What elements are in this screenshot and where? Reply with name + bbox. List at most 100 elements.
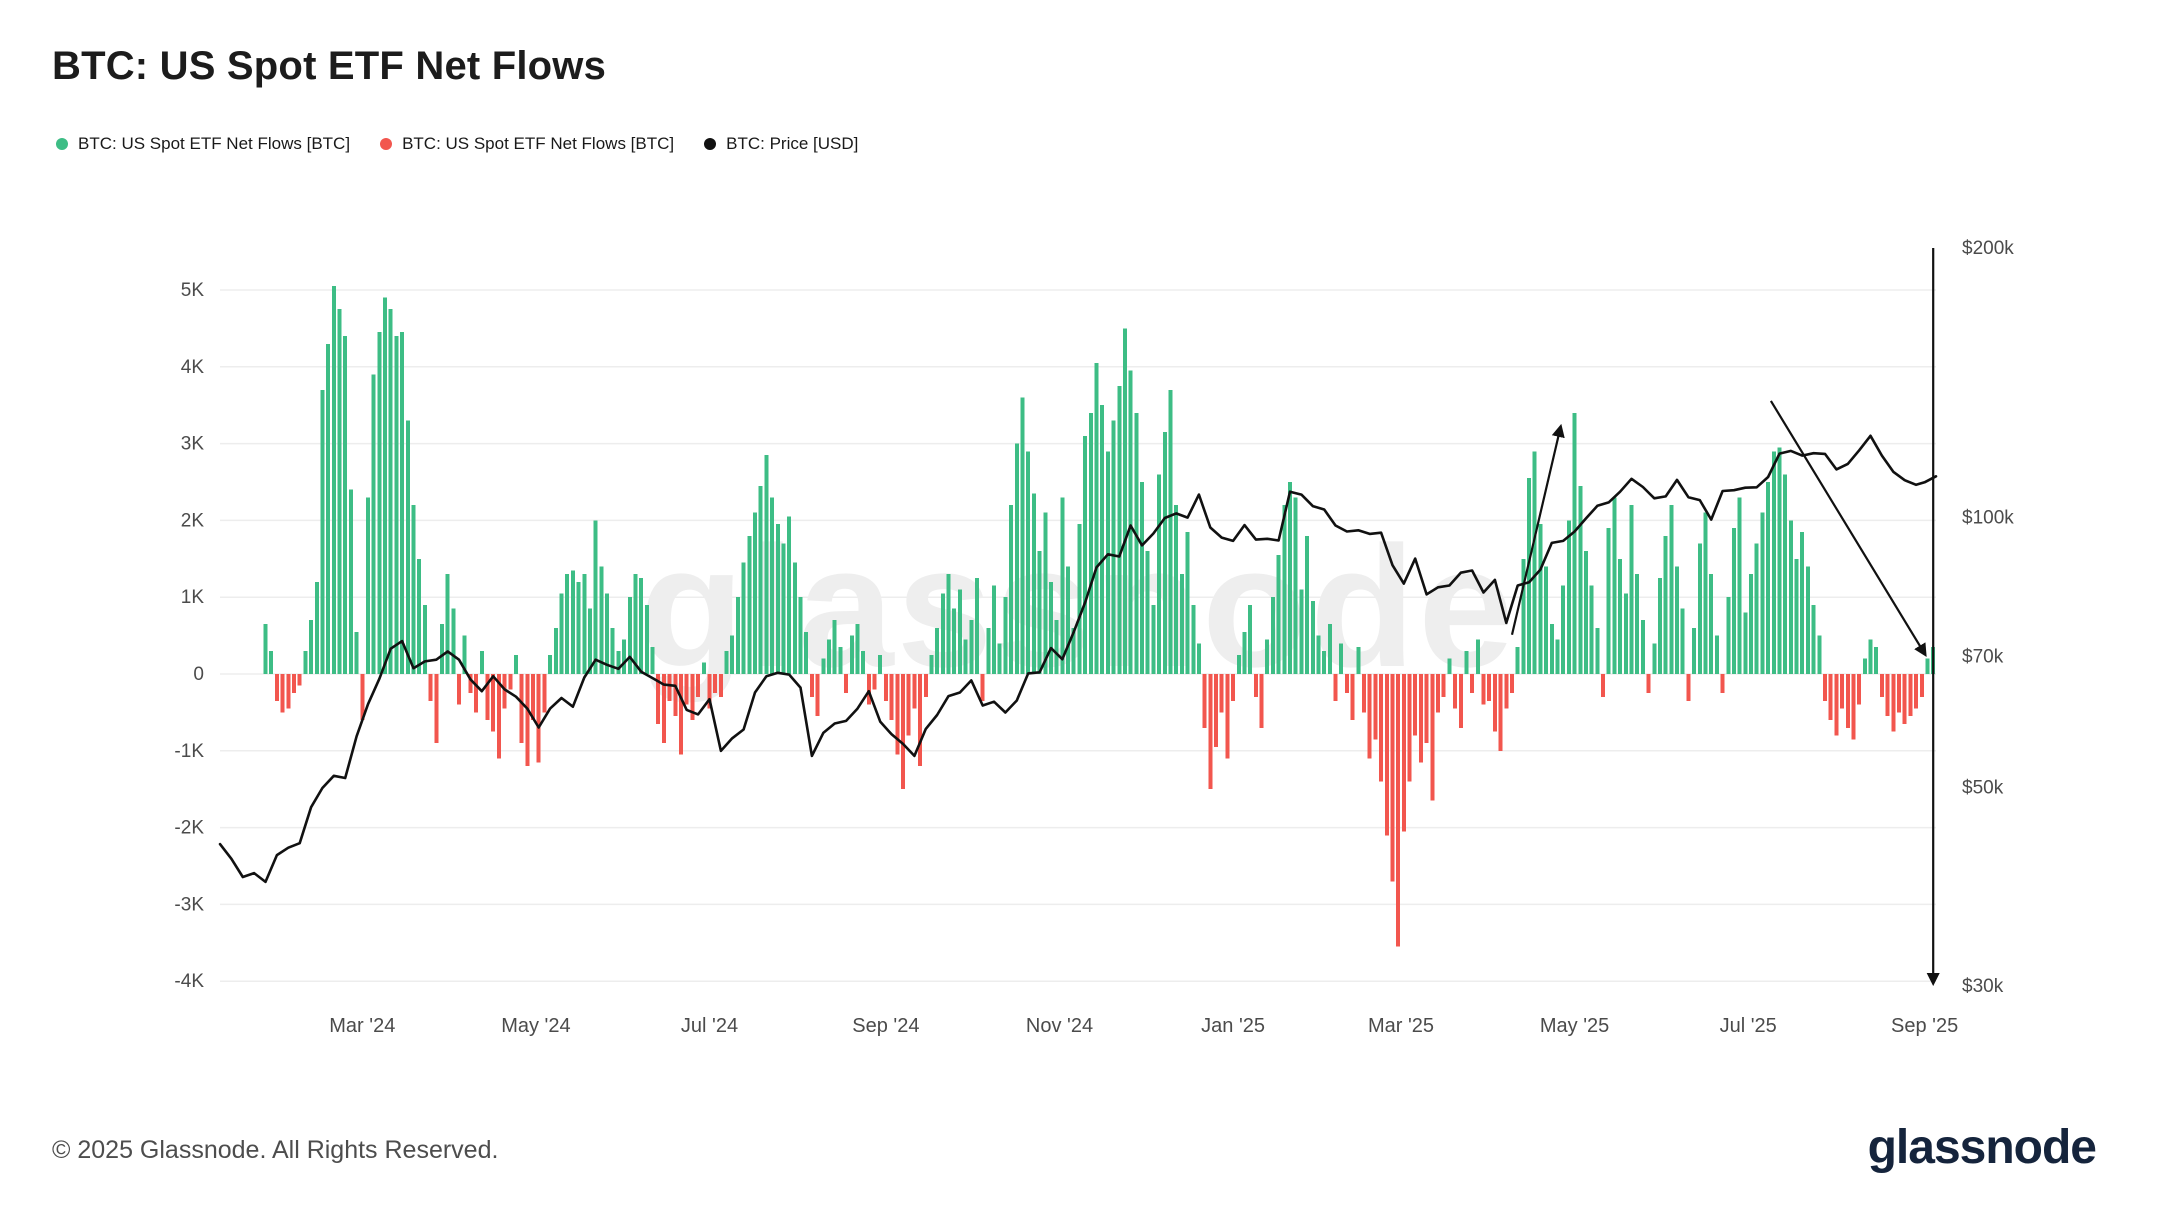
- flow-bar: [1305, 535, 1310, 674]
- flow-bar: [1214, 674, 1218, 747]
- netflow-bars: [263, 286, 1936, 947]
- flow-bar: [1589, 585, 1594, 674]
- flow-bar: [690, 674, 695, 721]
- flow-bar: [440, 624, 444, 674]
- legend-label-price: BTC: Price [USD]: [726, 134, 859, 153]
- flow-bar: [627, 597, 632, 674]
- flow-bar: [1168, 389, 1173, 674]
- right-axis-tick: $70k: [1962, 646, 2004, 667]
- flow-bar: [633, 574, 638, 674]
- flow-bar: [1037, 551, 1042, 674]
- x-axis-tick: Sep '25: [1891, 1015, 1958, 1037]
- flow-bar: [1714, 635, 1719, 674]
- legend-dot-red: [380, 138, 393, 150]
- flow-bar: [1492, 674, 1497, 732]
- flow-bar: [1145, 551, 1150, 674]
- x-axis-tick: Mar '25: [1368, 1015, 1434, 1037]
- flow-bar: [1504, 674, 1509, 709]
- flow-bar: [798, 597, 803, 674]
- flow-bar: [1481, 674, 1486, 705]
- trend-arrow-down: [1769, 400, 1927, 657]
- flow-bar: [1709, 574, 1714, 674]
- flow-bar: [1208, 674, 1213, 790]
- flow-bar: [661, 674, 666, 744]
- flow-bar: [1805, 566, 1810, 674]
- flow-bar: [360, 674, 365, 721]
- flow-bar: [1310, 601, 1315, 674]
- right-axis-tick: $50k: [1962, 777, 2004, 798]
- flow-bar: [1390, 674, 1395, 882]
- flow-bar: [1601, 674, 1605, 697]
- flow-bar: [508, 674, 513, 690]
- flow-bar: [479, 651, 484, 674]
- flow-bar: [753, 512, 757, 674]
- flow-bar: [1270, 597, 1275, 674]
- price-line: [218, 434, 1938, 884]
- flow-bar: [707, 674, 712, 709]
- flow-bar: [1544, 566, 1549, 674]
- flow-bar: [1629, 505, 1634, 674]
- flow-bar: [1834, 674, 1839, 736]
- flow-bar: [1771, 451, 1776, 674]
- flow-bar: [1845, 674, 1850, 728]
- flow-bar: [1083, 435, 1088, 674]
- flow-bar: [975, 578, 979, 674]
- flow-bar: [400, 332, 405, 674]
- flow-bar: [292, 674, 296, 694]
- flow-bar: [1111, 420, 1116, 674]
- flow-bar: [474, 674, 479, 713]
- flow-bar: [354, 631, 359, 674]
- flow-bar: [1879, 674, 1884, 697]
- flow-bar: [445, 574, 450, 674]
- x-axis-tick: May '24: [501, 1015, 570, 1037]
- flow-bar: [1441, 674, 1446, 697]
- glassnode-logo[interactable]: glassnode: [1867, 1121, 2097, 1174]
- flow-bar: [1191, 604, 1196, 674]
- flow-bar: [1487, 674, 1492, 701]
- flow-bar: [986, 627, 991, 674]
- flow-bar: [770, 497, 775, 674]
- flow-bar: [1179, 574, 1184, 674]
- flow-bar: [1857, 674, 1862, 705]
- flow-bar: [923, 674, 928, 697]
- flow-bar: [514, 654, 518, 674]
- flow-bar: [1595, 627, 1600, 674]
- flow-bar: [525, 674, 530, 767]
- legend-dot-black: [704, 138, 717, 150]
- flow-bar: [1897, 674, 1901, 713]
- flow-bar: [1919, 674, 1924, 697]
- flow-bar: [1675, 566, 1679, 674]
- flow-bar: [1424, 674, 1429, 744]
- flow-bar: [1100, 405, 1105, 674]
- flow-bar: [1196, 643, 1201, 674]
- flow-bar: [1105, 451, 1110, 674]
- flow-bar: [1840, 674, 1845, 709]
- flow-bar: [718, 674, 723, 697]
- right-axis-tick: $100k: [1962, 508, 2014, 529]
- left-axis-tick: 0: [193, 664, 204, 685]
- flow-bar: [1618, 558, 1623, 674]
- flow-bar: [815, 674, 820, 717]
- flow-bar: [861, 651, 866, 674]
- flow-bar: [1754, 543, 1759, 674]
- legend-item-netflows-outflow[interactable]: BTC: US Spot ETF Net Flows [BTC]: [380, 134, 674, 154]
- legend-item-price[interactable]: BTC: Price [USD]: [704, 134, 858, 154]
- flow-bar: [878, 654, 883, 674]
- flow-bar: [1066, 566, 1070, 674]
- flow-bar: [1288, 482, 1292, 674]
- flow-bar: [593, 520, 598, 674]
- flow-bar: [599, 566, 604, 674]
- flow-bar: [1720, 674, 1725, 694]
- flow-bar: [405, 420, 410, 674]
- left-axis-labels: 5K 4K 3K 2K 1K 0 -1K -2K -3K -4K: [174, 280, 204, 992]
- flow-bar: [787, 516, 792, 674]
- flow-bar: [1640, 620, 1645, 674]
- flow-bar: [1868, 639, 1873, 674]
- x-axis-labels: Mar '24 May '24 Jul '24 Sep '24 Nov '24 Jan '…: [329, 1015, 1958, 1037]
- flow-bar: [263, 624, 268, 674]
- flow-bar: [1498, 674, 1503, 751]
- flow-bar: [1902, 674, 1907, 724]
- legend-item-netflows-inflow[interactable]: BTC: US Spot ETF Net Flows [BTC]: [56, 134, 350, 154]
- flow-bar: [696, 674, 701, 697]
